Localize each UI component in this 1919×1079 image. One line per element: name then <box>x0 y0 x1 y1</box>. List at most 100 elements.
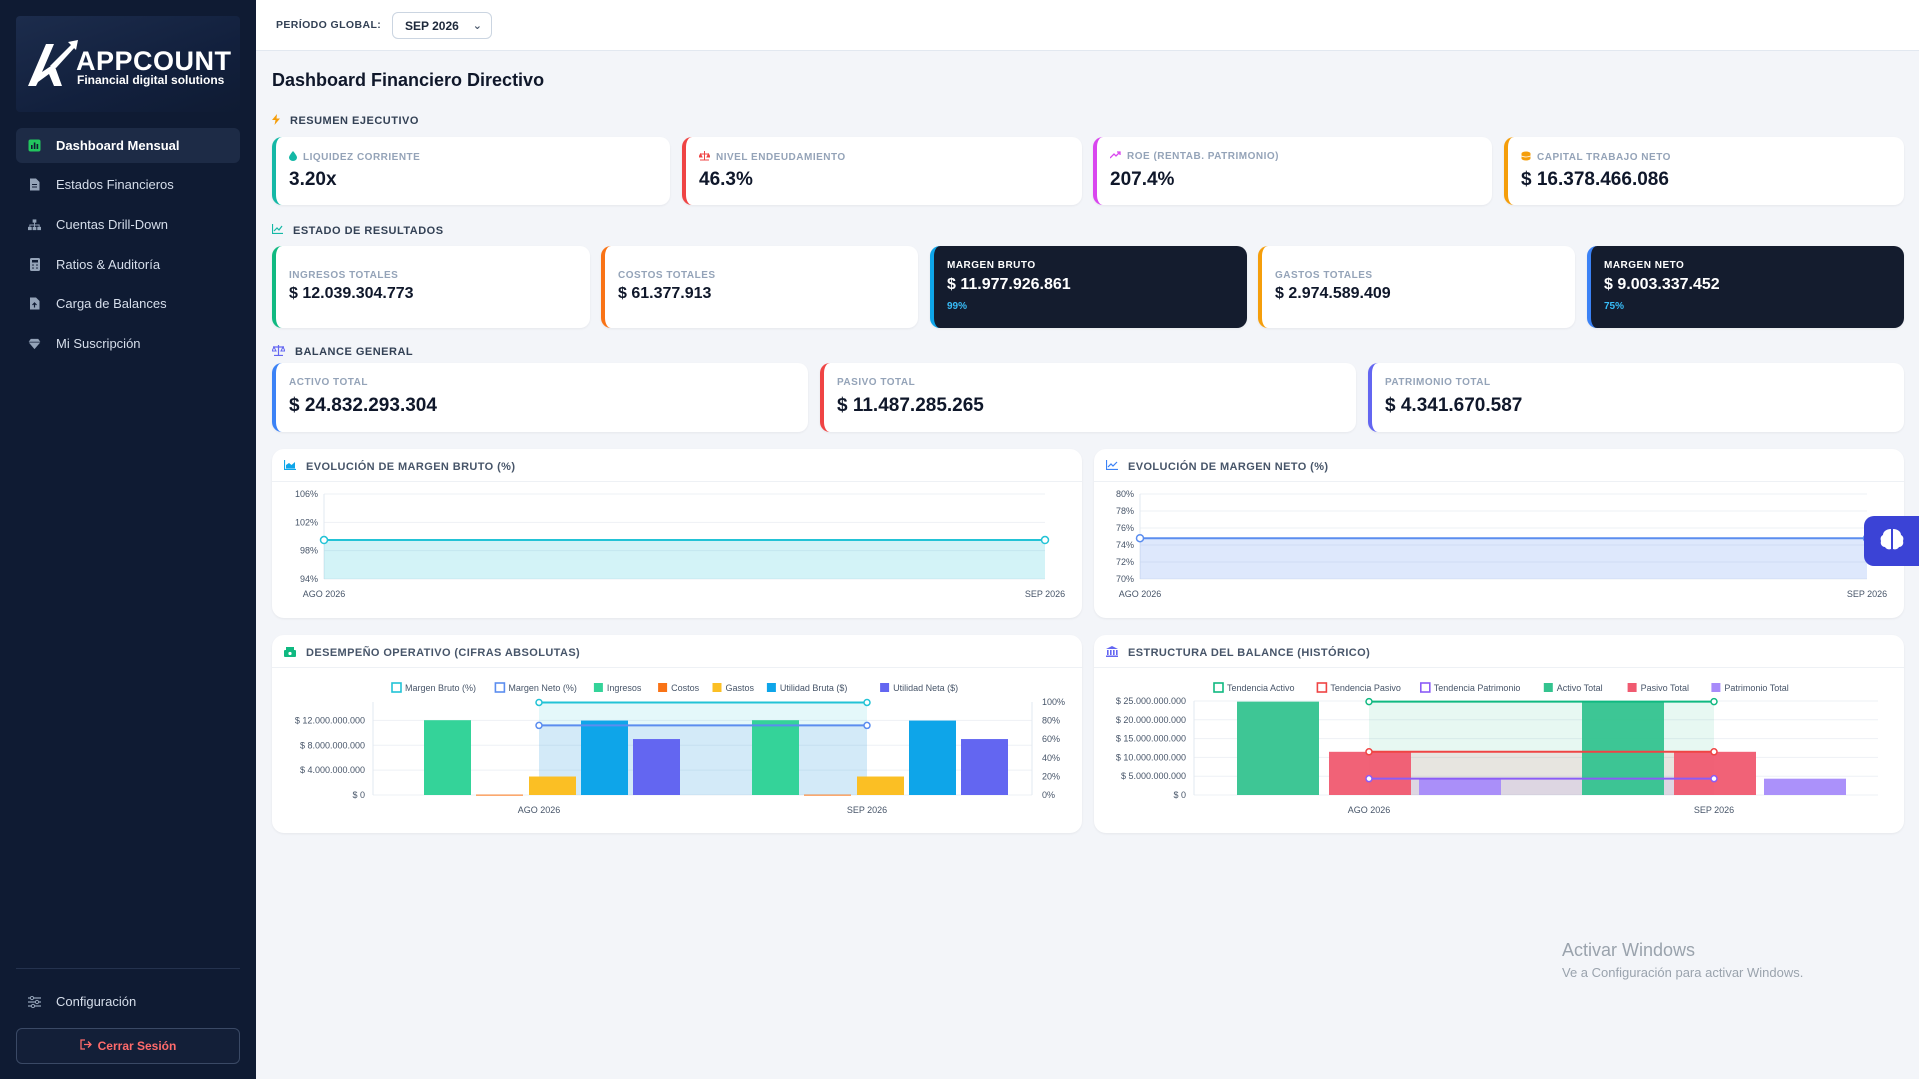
x-tick-label: SEP 2026 <box>1847 589 1887 599</box>
legend-swatch <box>1711 683 1721 692</box>
trend-up-icon <box>1109 151 1121 162</box>
legend-label: Tendencia Activo <box>1227 683 1295 693</box>
sidebar: APPCOUNT Financial digital solutions Das… <box>0 0 256 1079</box>
document-icon <box>28 178 41 191</box>
legend-swatch <box>391 682 402 693</box>
kpi-label: LIQUIDEZ CORRIENTE <box>303 152 421 163</box>
line-chart-icon <box>271 224 283 237</box>
scale-icon <box>698 151 711 164</box>
bar <box>424 720 471 795</box>
sidebar-item-label: Carga de Balances <box>56 296 167 311</box>
legend-label: Tendencia Patrimonio <box>1434 683 1521 693</box>
kpi-value: $ 2.974.589.409 <box>1275 285 1391 302</box>
chart-panel-estructura-balance: ESTRUCTURA DEL BALANCE (HISTÓRICO) Tende… <box>1094 635 1904 833</box>
bar <box>804 794 851 796</box>
legend-label: Pasivo Total <box>1641 683 1689 693</box>
y2-tick-label: 0% <box>1042 790 1055 800</box>
y-tick-label: 74% <box>1116 540 1134 550</box>
kpi-value: $ 4.341.670.587 <box>1385 395 1523 416</box>
sidebar-item-cuentas-drill-down[interactable]: Cuentas Drill-Down <box>16 207 240 242</box>
sidebar-item-dashboard-mensual[interactable]: Dashboard Mensual <box>16 128 240 163</box>
legend-label: Utilidad Bruta ($) <box>780 683 848 693</box>
y-tick-label: 102% <box>295 517 318 527</box>
data-point <box>319 535 329 545</box>
sidebar-item-mi-suscripcion[interactable]: Mi Suscripción <box>16 326 240 361</box>
bar <box>529 776 576 795</box>
sidebar-item-estados-financieros[interactable]: Estados Financieros <box>16 167 240 202</box>
kpi-label: ACTIVO TOTAL <box>289 377 368 388</box>
legend-label: Gastos <box>726 683 755 693</box>
legend-label: Margen Neto (%) <box>508 683 577 693</box>
y-tick-label: $ 4.000.000.000 <box>300 765 365 775</box>
legend-label: Utilidad Neta ($) <box>893 683 958 693</box>
file-upload-icon <box>28 297 41 310</box>
period-select[interactable]: SEP 2026 ⌄ <box>392 12 492 39</box>
brand-name: APPCOUNT <box>76 46 232 76</box>
kpi-value: $ 12.039.304.773 <box>289 285 414 302</box>
data-point <box>863 698 871 707</box>
windows-activation-watermark: Activar Windows Ve a Configuración para … <box>1562 940 1803 980</box>
ai-assistant-button[interactable] <box>1864 516 1919 566</box>
legend-label: Tendencia Pasivo <box>1330 683 1401 693</box>
period-select-value: SEP 2026 <box>405 18 459 33</box>
kpi-value: $ 24.832.293.304 <box>289 395 437 416</box>
sidebar-item-carga-de-balances[interactable]: Carga de Balances <box>16 286 240 321</box>
x-tick-label: AGO 2026 <box>518 805 561 815</box>
chart-title: ESTRUCTURA DEL BALANCE (HISTÓRICO) <box>1128 647 1371 659</box>
data-point <box>1365 748 1373 756</box>
kpi-card-margen-bruto: MARGEN BRUTO $ 11.977.926.861 99% <box>930 246 1247 328</box>
bar <box>1419 778 1501 795</box>
kpi-value: $ 61.377.913 <box>618 285 712 302</box>
chart-panel-desempeno-operativo: DESEMPEÑO OPERATIVO (CIFRAS ABSOLUTAS) M… <box>272 635 1082 833</box>
data-point <box>535 721 543 730</box>
x-tick-label: SEP 2026 <box>1025 589 1065 599</box>
y-tick-label: 80% <box>1116 489 1134 499</box>
scale-icon <box>271 345 286 359</box>
droplet-icon <box>289 151 297 164</box>
line-chart-icon <box>1105 460 1118 473</box>
bar <box>1764 778 1846 795</box>
y-tick-label: 70% <box>1116 574 1134 584</box>
estructura-balance-chart: Tendencia Activo Tendencia Pasivo Tendenci… <box>1116 682 1878 815</box>
y-tick-label: 106% <box>295 489 318 499</box>
sidebar-item-label: Estados Financieros <box>56 177 174 192</box>
kpi-card-activo-total: ACTIVO TOTAL $ 24.832.293.304 <box>272 363 808 432</box>
diamond-icon <box>28 337 41 350</box>
period-label: PERÍODO GLOBAL: <box>276 19 382 31</box>
x-tick-label: AGO 2026 <box>1348 805 1391 815</box>
coins-icon <box>1521 151 1531 164</box>
sidebar-item-ratios-auditoria[interactable]: Ratios & Auditoría <box>16 247 240 282</box>
y-tick-label: $ 20.000.000.000 <box>1116 715 1186 725</box>
appcount-logo[interactable]: APPCOUNT Financial digital solutions <box>16 16 240 112</box>
y-tick-label: 78% <box>1116 506 1134 516</box>
data-point <box>863 721 871 730</box>
sidebar-item-label: Cuentas Drill-Down <box>56 217 168 232</box>
sidebar-item-label: Mi Suscripción <box>56 336 141 351</box>
logout-button[interactable]: Cerrar Sesión <box>16 1028 240 1064</box>
page-title: Dashboard Financiero Directivo <box>272 70 545 90</box>
bar <box>857 776 904 795</box>
kpi-card-gastos: GASTOS TOTALES $ 2.974.589.409 <box>1258 246 1575 328</box>
bar <box>961 739 1008 795</box>
bank-icon <box>1106 646 1118 660</box>
kpi-value: $ 11.487.285.265 <box>837 395 984 416</box>
bar <box>476 794 523 796</box>
sidebar-divider <box>16 968 240 969</box>
x-tick-label: AGO 2026 <box>1119 589 1162 599</box>
data-point <box>1710 748 1718 756</box>
sidebar-item-configuracion[interactable]: Configuración <box>16 984 240 1019</box>
y-tick-label: $ 25.000.000.000 <box>1116 696 1186 706</box>
chart-panel-margen-bruto: EVOLUCIÓN DE MARGEN BRUTO (%) 106% 102% 98… <box>272 449 1082 618</box>
y-tick-label: 72% <box>1116 557 1134 567</box>
section-title-balance: BALANCE GENERAL <box>271 345 413 359</box>
legend-swatch <box>1543 683 1553 692</box>
area-fill <box>324 540 1045 579</box>
section-title-resultados: ESTADO DE RESULTADOS <box>271 224 444 237</box>
logout-label: Cerrar Sesión <box>97 1039 177 1053</box>
kpi-value: 46.3% <box>699 169 753 190</box>
kpi-value: $ 9.003.337.452 <box>1604 276 1720 293</box>
y-tick-label: $ 0 <box>352 790 365 800</box>
y2-tick-label: 60% <box>1042 734 1060 744</box>
kpi-card-liquidez: LIQUIDEZ CORRIENTE 3.20x <box>272 137 670 205</box>
bar <box>1329 751 1411 795</box>
